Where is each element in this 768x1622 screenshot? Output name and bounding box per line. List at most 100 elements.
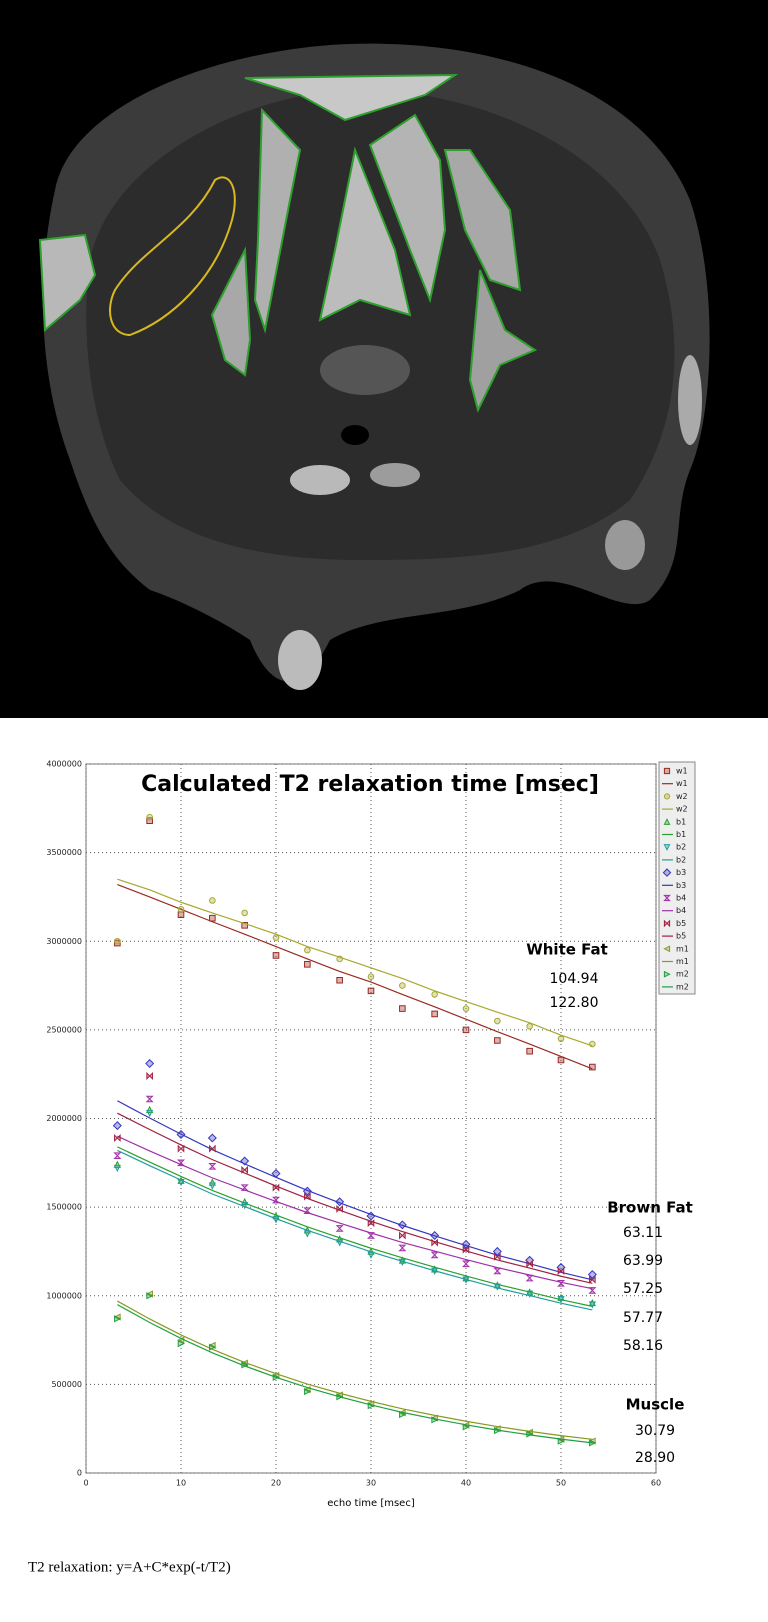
- annotation: Brown Fat: [607, 1199, 693, 1217]
- data-point: [113, 1164, 121, 1173]
- data-point: [112, 1121, 122, 1131]
- data-point: [336, 955, 343, 963]
- data-point: [399, 982, 406, 989]
- data-point: [493, 1267, 502, 1275]
- data-point: [114, 1133, 121, 1143]
- data-point: [367, 1251, 375, 1259]
- data-point: [146, 1109, 154, 1118]
- data-point: [366, 1211, 376, 1221]
- data-point: [399, 1410, 407, 1419]
- y-tick-label: 2500000: [46, 1025, 82, 1034]
- legend-marker: [663, 767, 671, 775]
- legend-label: b3: [676, 881, 686, 890]
- fit-curve: [117, 1135, 593, 1290]
- data-point: [208, 1178, 216, 1186]
- data-point: [557, 1437, 565, 1445]
- data-point: [146, 1105, 154, 1113]
- data-point: [114, 1315, 122, 1323]
- legend-label: b1: [676, 830, 686, 839]
- annotation: 30.79: [635, 1423, 675, 1439]
- fit-curve: [117, 1100, 593, 1281]
- data-point: [146, 1071, 153, 1080]
- caption: T2 relaxation: y=A+C*exp(-t/T2): [28, 1559, 231, 1575]
- legend-marker: [663, 818, 671, 825]
- data-point: [431, 1238, 438, 1247]
- y-tick-label: 3500000: [46, 848, 82, 857]
- legend-label: w1: [676, 767, 688, 776]
- data-point: [431, 1416, 439, 1424]
- data-point: [304, 960, 311, 968]
- data-point: [431, 1010, 438, 1018]
- data-point: [209, 1144, 216, 1153]
- data-point: [304, 1192, 311, 1201]
- x-tick-label: 60: [651, 1479, 661, 1488]
- data-point: [526, 1047, 533, 1055]
- data-point: [335, 1225, 344, 1232]
- data-point: [494, 1426, 502, 1435]
- data-point: [146, 1292, 154, 1300]
- data-point: [271, 1168, 281, 1178]
- data-point: [176, 1159, 186, 1167]
- data-point: [430, 1251, 439, 1259]
- data-point: [589, 1063, 596, 1071]
- data-point: [494, 1037, 501, 1044]
- y-tick-label: 1000000: [46, 1291, 82, 1300]
- plot-area: 0 500000 1000000 1500000 2000000 2500000 30000…: [46, 760, 661, 1488]
- data-point: [494, 1017, 501, 1025]
- data-point: [526, 1259, 533, 1268]
- legend-label: m1: [676, 944, 689, 953]
- legend-marker: [663, 919, 671, 928]
- legend-label: b5: [676, 932, 686, 941]
- data-point: [241, 1361, 249, 1369]
- annotation: 104.94: [550, 971, 599, 987]
- data-point: [557, 1295, 565, 1304]
- x-tick-label: 20: [271, 1479, 281, 1488]
- data-point: [272, 934, 280, 941]
- data-point: [431, 991, 438, 998]
- data-point: [114, 939, 121, 947]
- data-point: [177, 911, 185, 918]
- data-point: [399, 1005, 406, 1012]
- legend-label: b4: [676, 906, 686, 915]
- legend-marker: [663, 970, 671, 978]
- data-point: [272, 952, 280, 959]
- fit-curve: [117, 878, 593, 1047]
- data-point: [557, 1266, 565, 1275]
- annotation: Muscle: [626, 1396, 685, 1414]
- legend-marker: [662, 868, 672, 877]
- data-point: [240, 1184, 249, 1191]
- data-point: [366, 1232, 376, 1239]
- x-tick-label: 40: [461, 1479, 471, 1488]
- data-point: [462, 1005, 470, 1012]
- y-tick-label: 2000000: [46, 1114, 82, 1123]
- legend-label: b2: [676, 843, 686, 852]
- data-point: [526, 1290, 534, 1298]
- data-point: [272, 1183, 280, 1192]
- data-point: [399, 1231, 406, 1240]
- data-point: [336, 1393, 344, 1401]
- data-point: [397, 1220, 407, 1230]
- fit-curve: [117, 1300, 593, 1440]
- data-point: [367, 1219, 375, 1228]
- data-point: [493, 1283, 501, 1291]
- data-point: [525, 1274, 534, 1282]
- data-point: [209, 1343, 217, 1351]
- x-tick-label: 30: [366, 1479, 376, 1488]
- data-point: [494, 1252, 501, 1261]
- data-point: [462, 1026, 470, 1034]
- fit-curve: [117, 1146, 593, 1307]
- data-point: [367, 973, 375, 980]
- data-point: [272, 1373, 280, 1381]
- data-point: [461, 1239, 471, 1249]
- mri-image: [0, 0, 768, 718]
- legend-label: b2: [676, 855, 686, 864]
- data-point: [304, 946, 311, 954]
- y-tick-label: 4000000: [46, 760, 82, 769]
- data-point: [177, 1340, 185, 1348]
- legend-label: b5: [676, 919, 686, 928]
- x-tick-label: 0: [83, 1479, 88, 1488]
- annotation: 63.11: [623, 1225, 663, 1241]
- annotation: 63.99: [623, 1253, 663, 1269]
- data-point: [208, 1163, 217, 1170]
- data-point: [335, 1197, 345, 1207]
